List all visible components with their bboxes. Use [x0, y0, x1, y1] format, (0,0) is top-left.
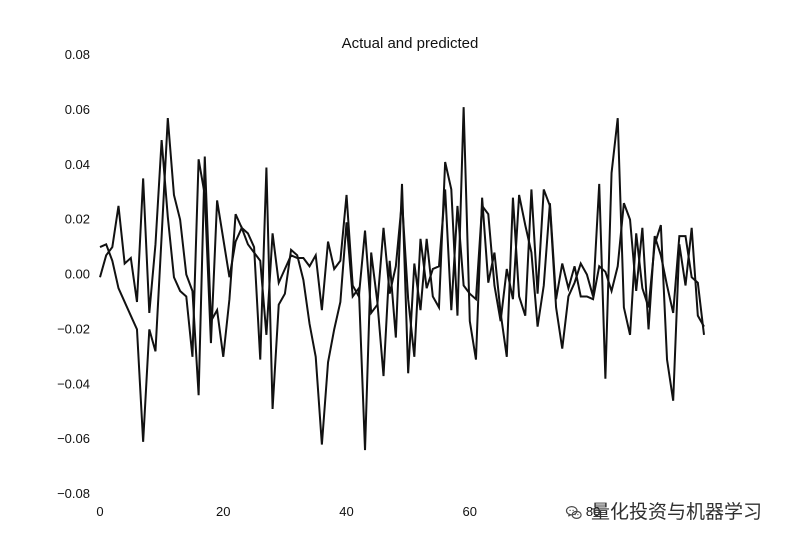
x-tick-label: 0 — [96, 504, 103, 519]
x-tick-label: 20 — [216, 504, 230, 519]
x-tick-label: 80 — [586, 504, 600, 519]
y-tick-label: 0.06 — [65, 102, 90, 117]
x-tick-label: 60 — [463, 504, 477, 519]
watermark: 量化投资与机器学习 — [565, 503, 762, 522]
x-tick-label: 40 — [339, 504, 353, 519]
y-tick-label: 0.04 — [65, 157, 90, 172]
watermark-text: 量化投资与机器学习 — [591, 501, 763, 523]
y-tick-label: 0.02 — [65, 212, 90, 227]
series-lines — [99, 107, 705, 451]
y-tick-label: −0.04 — [57, 376, 90, 391]
y-tick-label: −0.08 — [57, 486, 90, 501]
y-tick-label: 0.08 — [65, 47, 90, 62]
x-tick-labels: 0 20 40 60 80 — [96, 504, 600, 519]
y-tick-labels: −0.08 −0.06 −0.04 −0.02 0.00 0.02 0.04 0.06 0.08 — [57, 47, 90, 501]
y-tick-label: −0.02 — [57, 321, 90, 336]
y-tick-label: −0.06 — [57, 431, 90, 446]
y-tick-label: 0.00 — [65, 267, 90, 282]
chart-title: Actual and predicted — [342, 35, 479, 52]
series-line-2 — [99, 139, 705, 357]
series-line-1 — [99, 107, 705, 451]
wechat-icon — [565, 505, 582, 519]
